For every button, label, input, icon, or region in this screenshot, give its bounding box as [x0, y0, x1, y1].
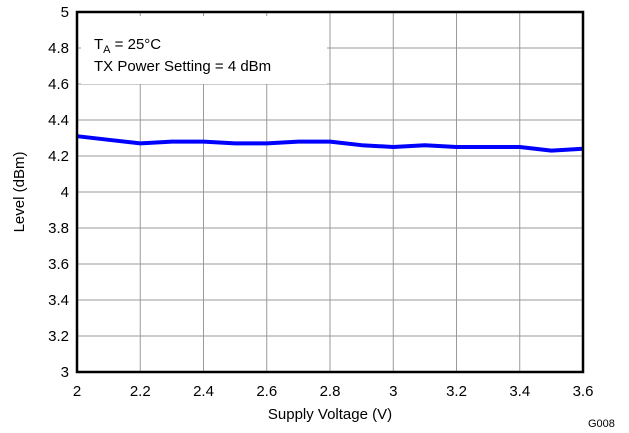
y-tick-label: 3.8	[48, 220, 69, 237]
y-tick-label: 3.2	[48, 328, 69, 345]
x-tick-label: 2	[73, 383, 81, 400]
x-tick-label: 3.2	[446, 383, 467, 400]
series-line	[76, 134, 584, 153]
x-tick-label: 3	[389, 383, 397, 400]
x-tick-label: 2.8	[320, 383, 341, 400]
x-tick-label: 2.4	[193, 383, 214, 400]
y-tick-labels: 3 3.2 3.4 3.6 3.8 4 4.2 4.4 4.6 4.8 5	[48, 4, 69, 381]
y-tick-label: 5	[61, 4, 69, 21]
annotation-subscript: A	[103, 44, 111, 56]
x-tick-label: 3.4	[509, 383, 530, 400]
grid-lines	[77, 12, 583, 372]
annotation-background	[81, 16, 327, 84]
y-tick-label: 4.4	[48, 112, 69, 129]
y-axis-label: Level (dBm)	[11, 152, 28, 233]
x-axis-label: Supply Voltage (V)	[268, 406, 392, 423]
x-tick-label: 2.6	[256, 383, 277, 400]
x-tick-labels: 2 2.2 2.4 2.6 2.8 3 3.2 3.4 3.6	[73, 383, 594, 400]
y-tick-label: 4	[61, 184, 69, 201]
y-tick-label: 4.6	[48, 76, 69, 93]
annotation-temperature: TA = 25°C	[94, 36, 161, 56]
series-layer	[76, 134, 584, 153]
y-tick-label: 3.4	[48, 292, 69, 309]
figure-id: G008	[588, 418, 615, 430]
y-tick-label: 4.8	[48, 40, 69, 57]
y-tick-label: 3	[61, 364, 69, 381]
x-tick-label: 2.2	[130, 383, 151, 400]
x-tick-label: 3.6	[573, 383, 594, 400]
y-tick-label: 3.6	[48, 256, 69, 273]
annotation-power-setting: TX Power Setting = 4 dBm	[94, 58, 271, 75]
plot-frame	[75, 10, 585, 374]
y-tick-label: 4.2	[48, 148, 69, 165]
